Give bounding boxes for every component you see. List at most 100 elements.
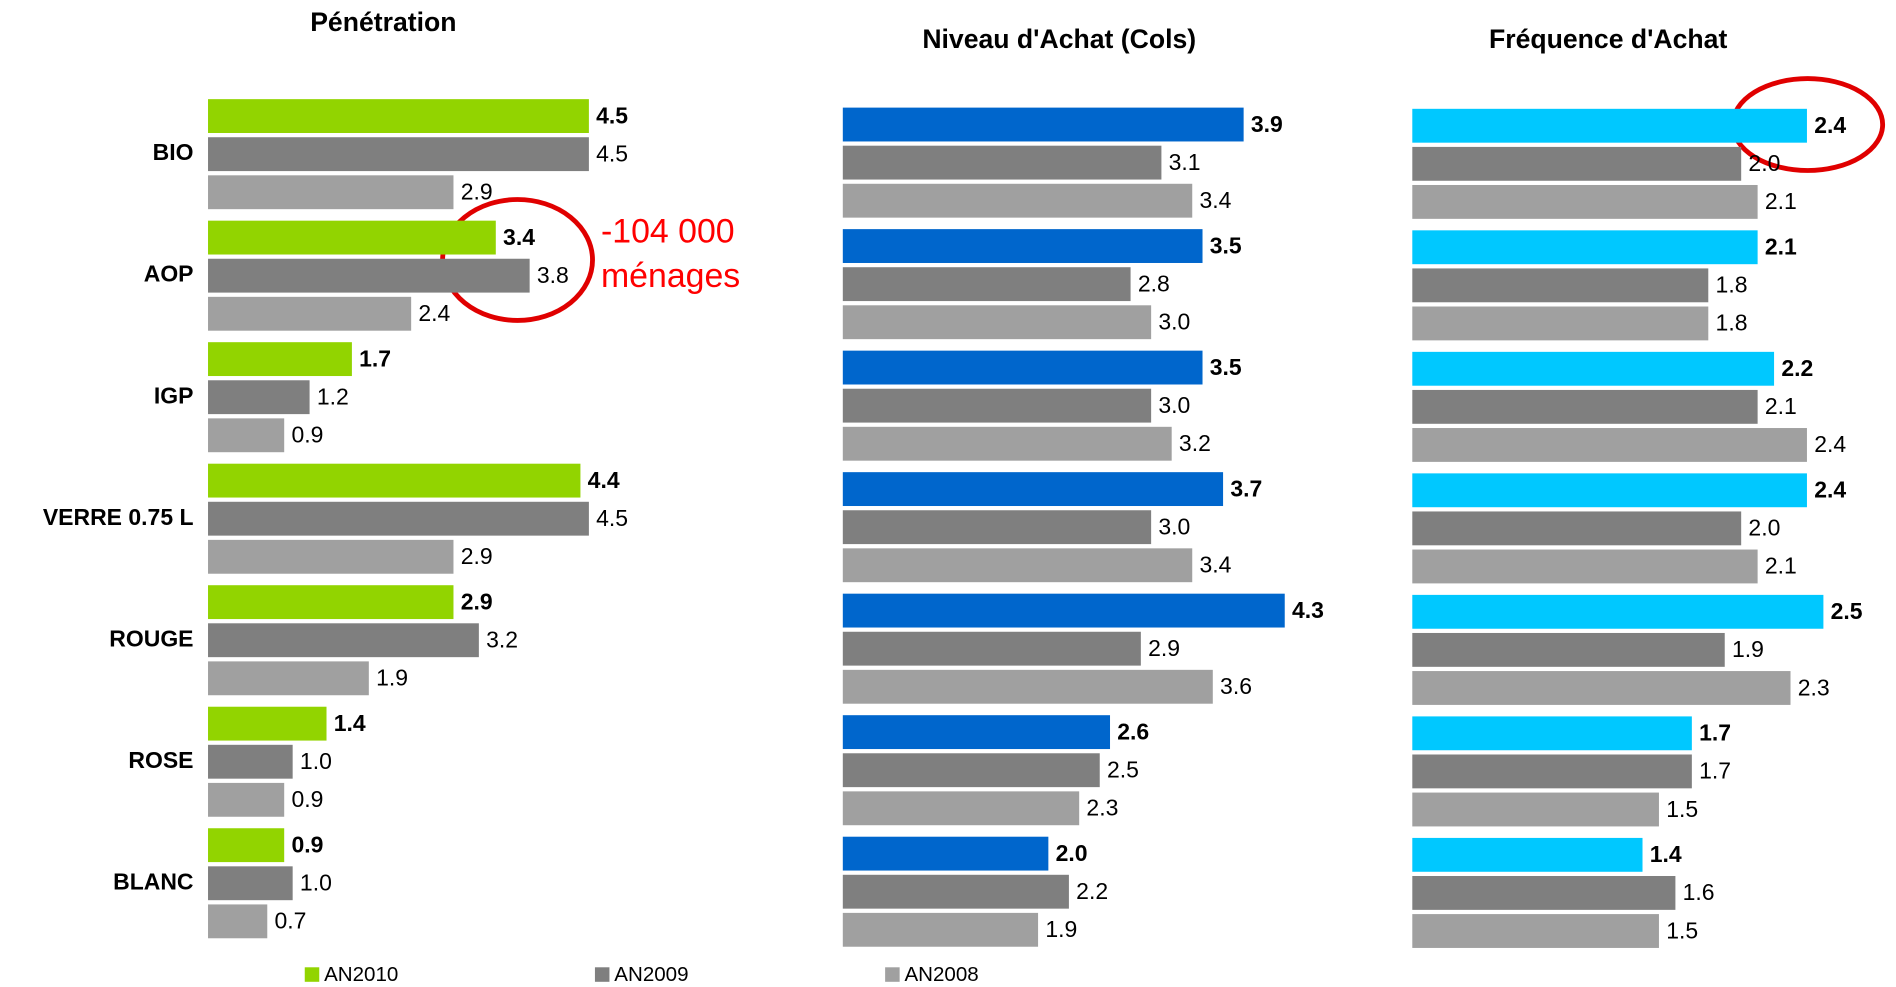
value-label: 3.2 [486, 626, 518, 652]
bar [1412, 268, 1709, 303]
category-label: VERRE 0.75 L [43, 504, 194, 530]
legend-swatch [594, 967, 610, 982]
bar [208, 706, 327, 741]
bar [1412, 511, 1742, 546]
value-label: 0.9 [291, 786, 323, 812]
value-label: 3.4 [1199, 552, 1231, 578]
value-label: 2.2 [1076, 878, 1108, 904]
bar [842, 631, 1141, 666]
value-label: 2.9 [461, 543, 493, 569]
category-label: BIO [153, 139, 194, 165]
bar [842, 912, 1039, 947]
bar [208, 380, 310, 415]
category-label: BLANC [113, 868, 193, 894]
value-label: 2.5 [1107, 756, 1139, 782]
bar [1412, 876, 1676, 910]
legend-label: AN2008 [904, 963, 978, 986]
bar [1412, 146, 1742, 181]
value-label: 1.9 [1045, 916, 1077, 942]
value-label: 4.5 [596, 505, 628, 531]
bar [208, 828, 285, 863]
value-label: 1.0 [300, 748, 332, 774]
category-label: ROUGE [109, 625, 193, 651]
chart-title: Fréquence d'Achat [1489, 24, 1727, 54]
value-label: 2.9 [461, 179, 493, 205]
value-label: 2.1 [1765, 553, 1797, 579]
bar [842, 715, 1111, 750]
annotation: ménages [601, 257, 740, 295]
value-label: 1.5 [1666, 796, 1698, 822]
bar [842, 791, 1080, 826]
bar [208, 904, 268, 939]
value-label: 3.4 [1199, 187, 1231, 213]
bar [1412, 837, 1643, 872]
value-label: 2.0 [1748, 515, 1780, 541]
bar [842, 669, 1213, 704]
bar [1412, 389, 1758, 424]
value-label: 2.3 [1086, 795, 1118, 821]
bar [842, 305, 1152, 340]
value-label: 2.8 [1138, 270, 1170, 296]
bar [208, 866, 293, 901]
bar [842, 548, 1193, 583]
value-label: 2.4 [1814, 477, 1846, 503]
bar [842, 267, 1131, 302]
value-label: 2.4 [418, 300, 450, 326]
value-label: 2.4 [1814, 431, 1846, 457]
bar [1412, 184, 1758, 219]
value-label: 3.0 [1158, 309, 1190, 335]
value-label: 2.6 [1117, 718, 1149, 744]
bar [208, 137, 589, 172]
value-label: 3.7 [1230, 475, 1262, 501]
bar [208, 501, 589, 536]
bar [208, 623, 479, 658]
legend-label: AN2009 [614, 963, 688, 986]
value-label: 1.4 [1650, 841, 1682, 867]
bar [1412, 306, 1709, 341]
bar [842, 510, 1152, 545]
bar [208, 744, 293, 779]
value-label: 1.5 [1666, 917, 1698, 943]
bar [1412, 671, 1791, 705]
bar [842, 472, 1224, 507]
value-label: 2.0 [1056, 840, 1088, 866]
value-label: 1.7 [1699, 720, 1731, 746]
value-label: 0.9 [291, 422, 323, 448]
bar [208, 782, 285, 817]
value-label: 2.4 [1814, 112, 1846, 138]
bar [842, 107, 1244, 142]
value-label: 3.8 [537, 262, 569, 288]
value-label: 1.7 [1699, 758, 1731, 784]
value-label: 3.9 [1251, 111, 1283, 137]
value-label: 1.8 [1716, 310, 1748, 336]
category-label: ROSE [128, 747, 193, 773]
annotation: -104 000 [601, 212, 735, 250]
legend-swatch [304, 967, 320, 982]
bar [1412, 914, 1659, 948]
bar [1412, 594, 1824, 629]
value-label: 2.0 [1748, 150, 1780, 176]
bar [1412, 351, 1775, 386]
value-label: 4.5 [596, 102, 628, 128]
value-label: 0.7 [275, 908, 307, 934]
bar [208, 539, 454, 574]
bar [208, 585, 454, 620]
bar [842, 836, 1049, 871]
bar [208, 99, 589, 134]
bar [842, 229, 1203, 263]
bar [208, 342, 352, 377]
value-label: 3.0 [1158, 513, 1190, 539]
category-label: IGP [154, 382, 194, 408]
bar [842, 426, 1172, 461]
bar [842, 350, 1203, 385]
value-label: 1.9 [1732, 636, 1764, 662]
value-label: 4.5 [596, 140, 628, 166]
bar [1412, 230, 1758, 265]
value-label: 2.2 [1781, 355, 1813, 381]
category-label: AOP [144, 261, 194, 287]
bar [208, 258, 530, 293]
bar [1412, 792, 1659, 827]
bar [208, 463, 581, 498]
chart-title: Pénétration [310, 7, 456, 37]
value-label: 2.1 [1765, 234, 1797, 260]
